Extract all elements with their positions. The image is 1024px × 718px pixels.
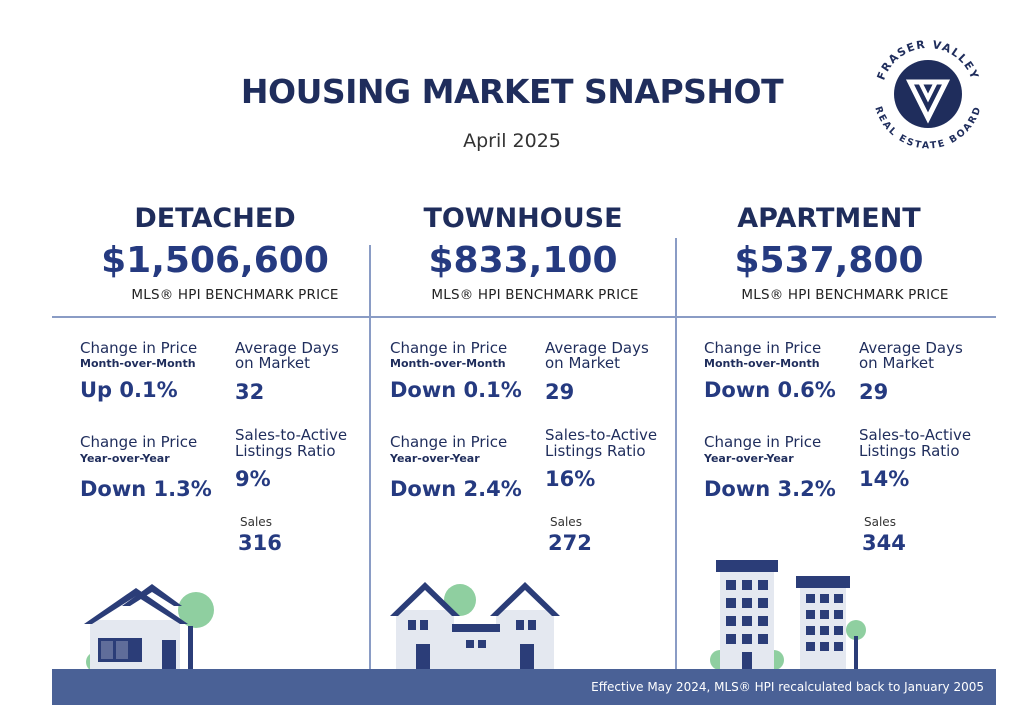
townhouse-sales-value: 272 bbox=[548, 531, 592, 555]
townhouse-ratio-label-2: Listings Ratio bbox=[545, 442, 646, 460]
townhouse-benchmark-label: MLS® HPI BENCHMARK PRICE bbox=[431, 287, 639, 303]
detached-title: DETACHED bbox=[134, 203, 296, 234]
detached-mom-label: Change in Price bbox=[80, 339, 198, 357]
footer-bar: Effective May 2024, MLS® HPI recalculate… bbox=[52, 669, 996, 705]
townhouse-yoy-label: Change in Price bbox=[390, 433, 508, 451]
apartment-mom-sub: Month-over-Month bbox=[704, 357, 820, 370]
townhouse-yoy-sub: Year-over-Year bbox=[390, 452, 480, 465]
townhouse-yoy-value: Down 2.4% bbox=[390, 477, 522, 501]
detached-price: $1,506,600 bbox=[101, 240, 329, 281]
detached-yoy-value: Down 1.3% bbox=[80, 477, 212, 501]
apartment-sales-label: Sales bbox=[864, 515, 896, 529]
townhouse-mom-label: Change in Price bbox=[390, 339, 508, 357]
detached-sales-value: 316 bbox=[238, 531, 282, 555]
detached-mom-value: Up 0.1% bbox=[80, 378, 178, 402]
page-subtitle: April 2025 bbox=[463, 130, 561, 152]
apartment-dom-label-1: Average Days bbox=[859, 339, 963, 357]
detached-sales-label: Sales bbox=[240, 515, 272, 529]
detached-dom-label-1: Average Days bbox=[235, 339, 339, 357]
townhouse-dom-label-1: Average Days bbox=[545, 339, 649, 357]
detached-yoy-label: Change in Price bbox=[80, 433, 198, 451]
fvreb-logo-icon: FRASER VALLEY REAL ESTATE BOARD bbox=[870, 36, 986, 152]
apartment-dom-value: 29 bbox=[859, 380, 889, 404]
townhouse-title: TOWNHOUSE bbox=[423, 203, 623, 234]
townhouse-mom-value: Down 0.1% bbox=[390, 378, 522, 402]
detached-dom-value: 32 bbox=[235, 380, 265, 404]
townhouse-mom-sub: Month-over-Month bbox=[390, 357, 506, 370]
townhouse-price: $833,100 bbox=[428, 240, 618, 281]
apartment-yoy-sub: Year-over-Year bbox=[704, 452, 794, 465]
apartment-mom-value: Down 0.6% bbox=[704, 378, 836, 402]
footer-note: Effective May 2024, MLS® HPI recalculate… bbox=[591, 680, 984, 694]
detached-yoy-sub: Year-over-Year bbox=[80, 452, 170, 465]
apartment-mom-label: Change in Price bbox=[704, 339, 822, 357]
apartment-yoy-label: Change in Price bbox=[704, 433, 822, 451]
detached-dom-label-2: on Market bbox=[235, 354, 311, 372]
townhouse-dom-value: 29 bbox=[545, 380, 575, 404]
page-title: HOUSING MARKET SNAPSHOT bbox=[240, 72, 784, 111]
detached-ratio-value: 9% bbox=[235, 467, 271, 491]
column-divider-2 bbox=[675, 238, 677, 669]
horizontal-divider bbox=[52, 316, 996, 318]
detached-house-icon bbox=[84, 584, 214, 672]
apartment-building-icon bbox=[710, 560, 866, 672]
apartment-dom-label-2: on Market bbox=[859, 354, 935, 372]
townhouse-ratio-label-1: Sales-to-Active bbox=[545, 426, 658, 444]
apartment-sales-value: 344 bbox=[862, 531, 906, 555]
apartment-yoy-value: Down 3.2% bbox=[704, 477, 836, 501]
townhouse-dom-label-2: on Market bbox=[545, 354, 621, 372]
apartment-title: APARTMENT bbox=[737, 203, 921, 234]
detached-mom-sub: Month-over-Month bbox=[80, 357, 196, 370]
detached-ratio-label-1: Sales-to-Active bbox=[235, 426, 348, 444]
apartment-ratio-value: 14% bbox=[859, 467, 910, 491]
townhouse-icon bbox=[390, 582, 560, 670]
column-divider-1 bbox=[369, 245, 371, 669]
townhouse-sales-label: Sales bbox=[550, 515, 582, 529]
apartment-price: $537,800 bbox=[734, 240, 924, 281]
apartment-ratio-label-2: Listings Ratio bbox=[859, 442, 960, 460]
apartment-benchmark-label: MLS® HPI BENCHMARK PRICE bbox=[741, 287, 949, 303]
detached-ratio-label-2: Listings Ratio bbox=[235, 442, 336, 460]
apartment-ratio-label-1: Sales-to-Active bbox=[859, 426, 972, 444]
detached-benchmark-label: MLS® HPI BENCHMARK PRICE bbox=[131, 287, 339, 303]
townhouse-ratio-value: 16% bbox=[545, 467, 596, 491]
